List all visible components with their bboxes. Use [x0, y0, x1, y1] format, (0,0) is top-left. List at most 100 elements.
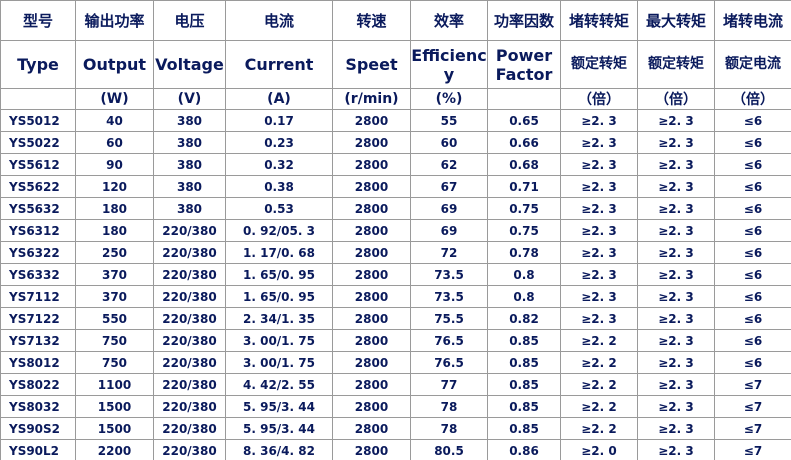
data-cell: 2800	[332, 197, 411, 220]
data-cell: ≤6	[714, 175, 791, 198]
unit-cell: (W)	[75, 88, 154, 110]
data-cell: 2800	[332, 263, 411, 286]
data-cell: 2800	[332, 153, 411, 176]
data-cell: ≥2. 3	[637, 373, 715, 396]
data-cell: 220/380	[153, 329, 226, 352]
data-cell: 0.85	[487, 351, 561, 374]
data-cell: 2800	[332, 395, 411, 418]
data-cell: ≤6	[714, 131, 791, 154]
data-cell: ≥2. 3	[637, 285, 715, 308]
data-cell: 1. 65/0. 95	[225, 285, 333, 308]
data-cell: 220/380	[153, 263, 226, 286]
header-row: Type Output Voltage Current Speet Efficiency P…	[0, 40, 791, 89]
data-cell: 2800	[332, 373, 411, 396]
header-cell: 功率因数	[487, 0, 561, 41]
data-cell: ≥2. 3	[560, 263, 638, 286]
data-cell: 0.75	[487, 197, 561, 220]
data-cell: 120	[75, 175, 154, 198]
data-row: YS5012 40 380 0.17 2800 55 0.65 ≥2. 3 ≥2. 3 ≤6	[0, 109, 791, 132]
data-cell: 0.8	[487, 285, 561, 308]
data-cell: ≥2. 3	[637, 395, 715, 418]
data-cell: ≥2. 3	[637, 197, 715, 220]
data-cell: 2800	[332, 439, 411, 460]
data-cell: 2800	[332, 285, 411, 308]
data-cell: 3. 00/1. 75	[225, 329, 333, 352]
data-row: YS90L2 2200 220/380 8. 36/4. 82 2800 80.5 0.86…	[0, 439, 791, 460]
data-cell: 0.86	[487, 439, 561, 460]
data-cell: ≤7	[714, 417, 791, 440]
data-cell: ≥2. 2	[560, 329, 638, 352]
header-cell: 最大转矩	[637, 0, 715, 41]
data-cell: ≥2. 3	[637, 417, 715, 440]
data-cell: 0.38	[225, 175, 333, 198]
data-cell: 0.75	[487, 219, 561, 242]
data-cell: 370	[75, 285, 154, 308]
data-cell: YS5012	[0, 109, 76, 132]
data-cell: 90	[75, 153, 154, 176]
data-cell: 0.65	[487, 109, 561, 132]
data-cell: 73.5	[410, 285, 488, 308]
data-cell: 60	[410, 131, 488, 154]
data-cell: 0.85	[487, 373, 561, 396]
data-cell: ≥2. 2	[560, 351, 638, 374]
data-cell: 1500	[75, 395, 154, 418]
data-cell: ≤6	[714, 153, 791, 176]
data-row: YS5632 180 380 0.53 2800 69 0.75 ≥2. 3 ≥2. 3 ≤6	[0, 197, 791, 220]
data-cell: 250	[75, 241, 154, 264]
data-cell: 220/380	[153, 219, 226, 242]
unit-cell: (V)	[153, 88, 226, 110]
data-cell: ≤6	[714, 197, 791, 220]
data-cell: 2800	[332, 241, 411, 264]
data-cell: ≤7	[714, 439, 791, 460]
data-cell: 0.66	[487, 131, 561, 154]
data-cell: ≤6	[714, 109, 791, 132]
data-cell: 5. 95/3. 44	[225, 395, 333, 418]
header-cell: 额定转矩	[560, 40, 638, 89]
data-cell: ≥2. 3	[637, 263, 715, 286]
data-cell: 78	[410, 417, 488, 440]
data-cell: 80.5	[410, 439, 488, 460]
data-cell: ≤6	[714, 263, 791, 286]
data-cell: 0.85	[487, 329, 561, 352]
data-cell: 60	[75, 131, 154, 154]
data-cell: 380	[153, 131, 226, 154]
unit-cell: (%)	[410, 88, 488, 110]
unit-row: (W) (V) (A) (r/min) (%) （倍） （倍） （倍）	[0, 88, 791, 110]
data-row: YS7122 550 220/380 2. 34/1. 35 2800 75.5 0.82 ≥…	[0, 307, 791, 330]
data-cell: 220/380	[153, 285, 226, 308]
data-cell: YS6312	[0, 219, 76, 242]
data-cell: 76.5	[410, 351, 488, 374]
data-cell: 5. 95/3. 44	[225, 417, 333, 440]
data-cell: 0.68	[487, 153, 561, 176]
data-cell: 0.71	[487, 175, 561, 198]
data-cell: 2800	[332, 307, 411, 330]
data-cell: 2800	[332, 175, 411, 198]
data-cell: ≥2. 2	[560, 417, 638, 440]
header-cell: 堵转转矩	[560, 0, 638, 41]
data-cell: YS6332	[0, 263, 76, 286]
data-cell: 750	[75, 351, 154, 374]
unit-cell	[487, 88, 561, 110]
data-cell: 2. 34/1. 35	[225, 307, 333, 330]
unit-cell: （倍）	[714, 88, 791, 110]
data-cell: ≥2. 3	[560, 109, 638, 132]
data-cell: YS5022	[0, 131, 76, 154]
data-cell: ≤6	[714, 219, 791, 242]
data-row: YS5022 60 380 0.23 2800 60 0.66 ≥2. 3 ≥2. 3 ≤6	[0, 131, 791, 154]
data-cell: 77	[410, 373, 488, 396]
data-cell: 75.5	[410, 307, 488, 330]
data-cell: 0.23	[225, 131, 333, 154]
data-cell: ≥2. 3	[637, 175, 715, 198]
header-cell: 电压	[153, 0, 226, 41]
data-cell: YS90S2	[0, 417, 76, 440]
header-cell: Efficiency	[410, 40, 488, 89]
data-cell: 1500	[75, 417, 154, 440]
header-cell: 型号	[0, 0, 76, 41]
data-cell: 370	[75, 263, 154, 286]
unit-cell: （倍）	[560, 88, 638, 110]
data-cell: ≥2. 3	[560, 219, 638, 242]
header-cell: 堵转电流	[714, 0, 791, 41]
data-cell: 550	[75, 307, 154, 330]
header-cell: Speet	[332, 40, 411, 89]
